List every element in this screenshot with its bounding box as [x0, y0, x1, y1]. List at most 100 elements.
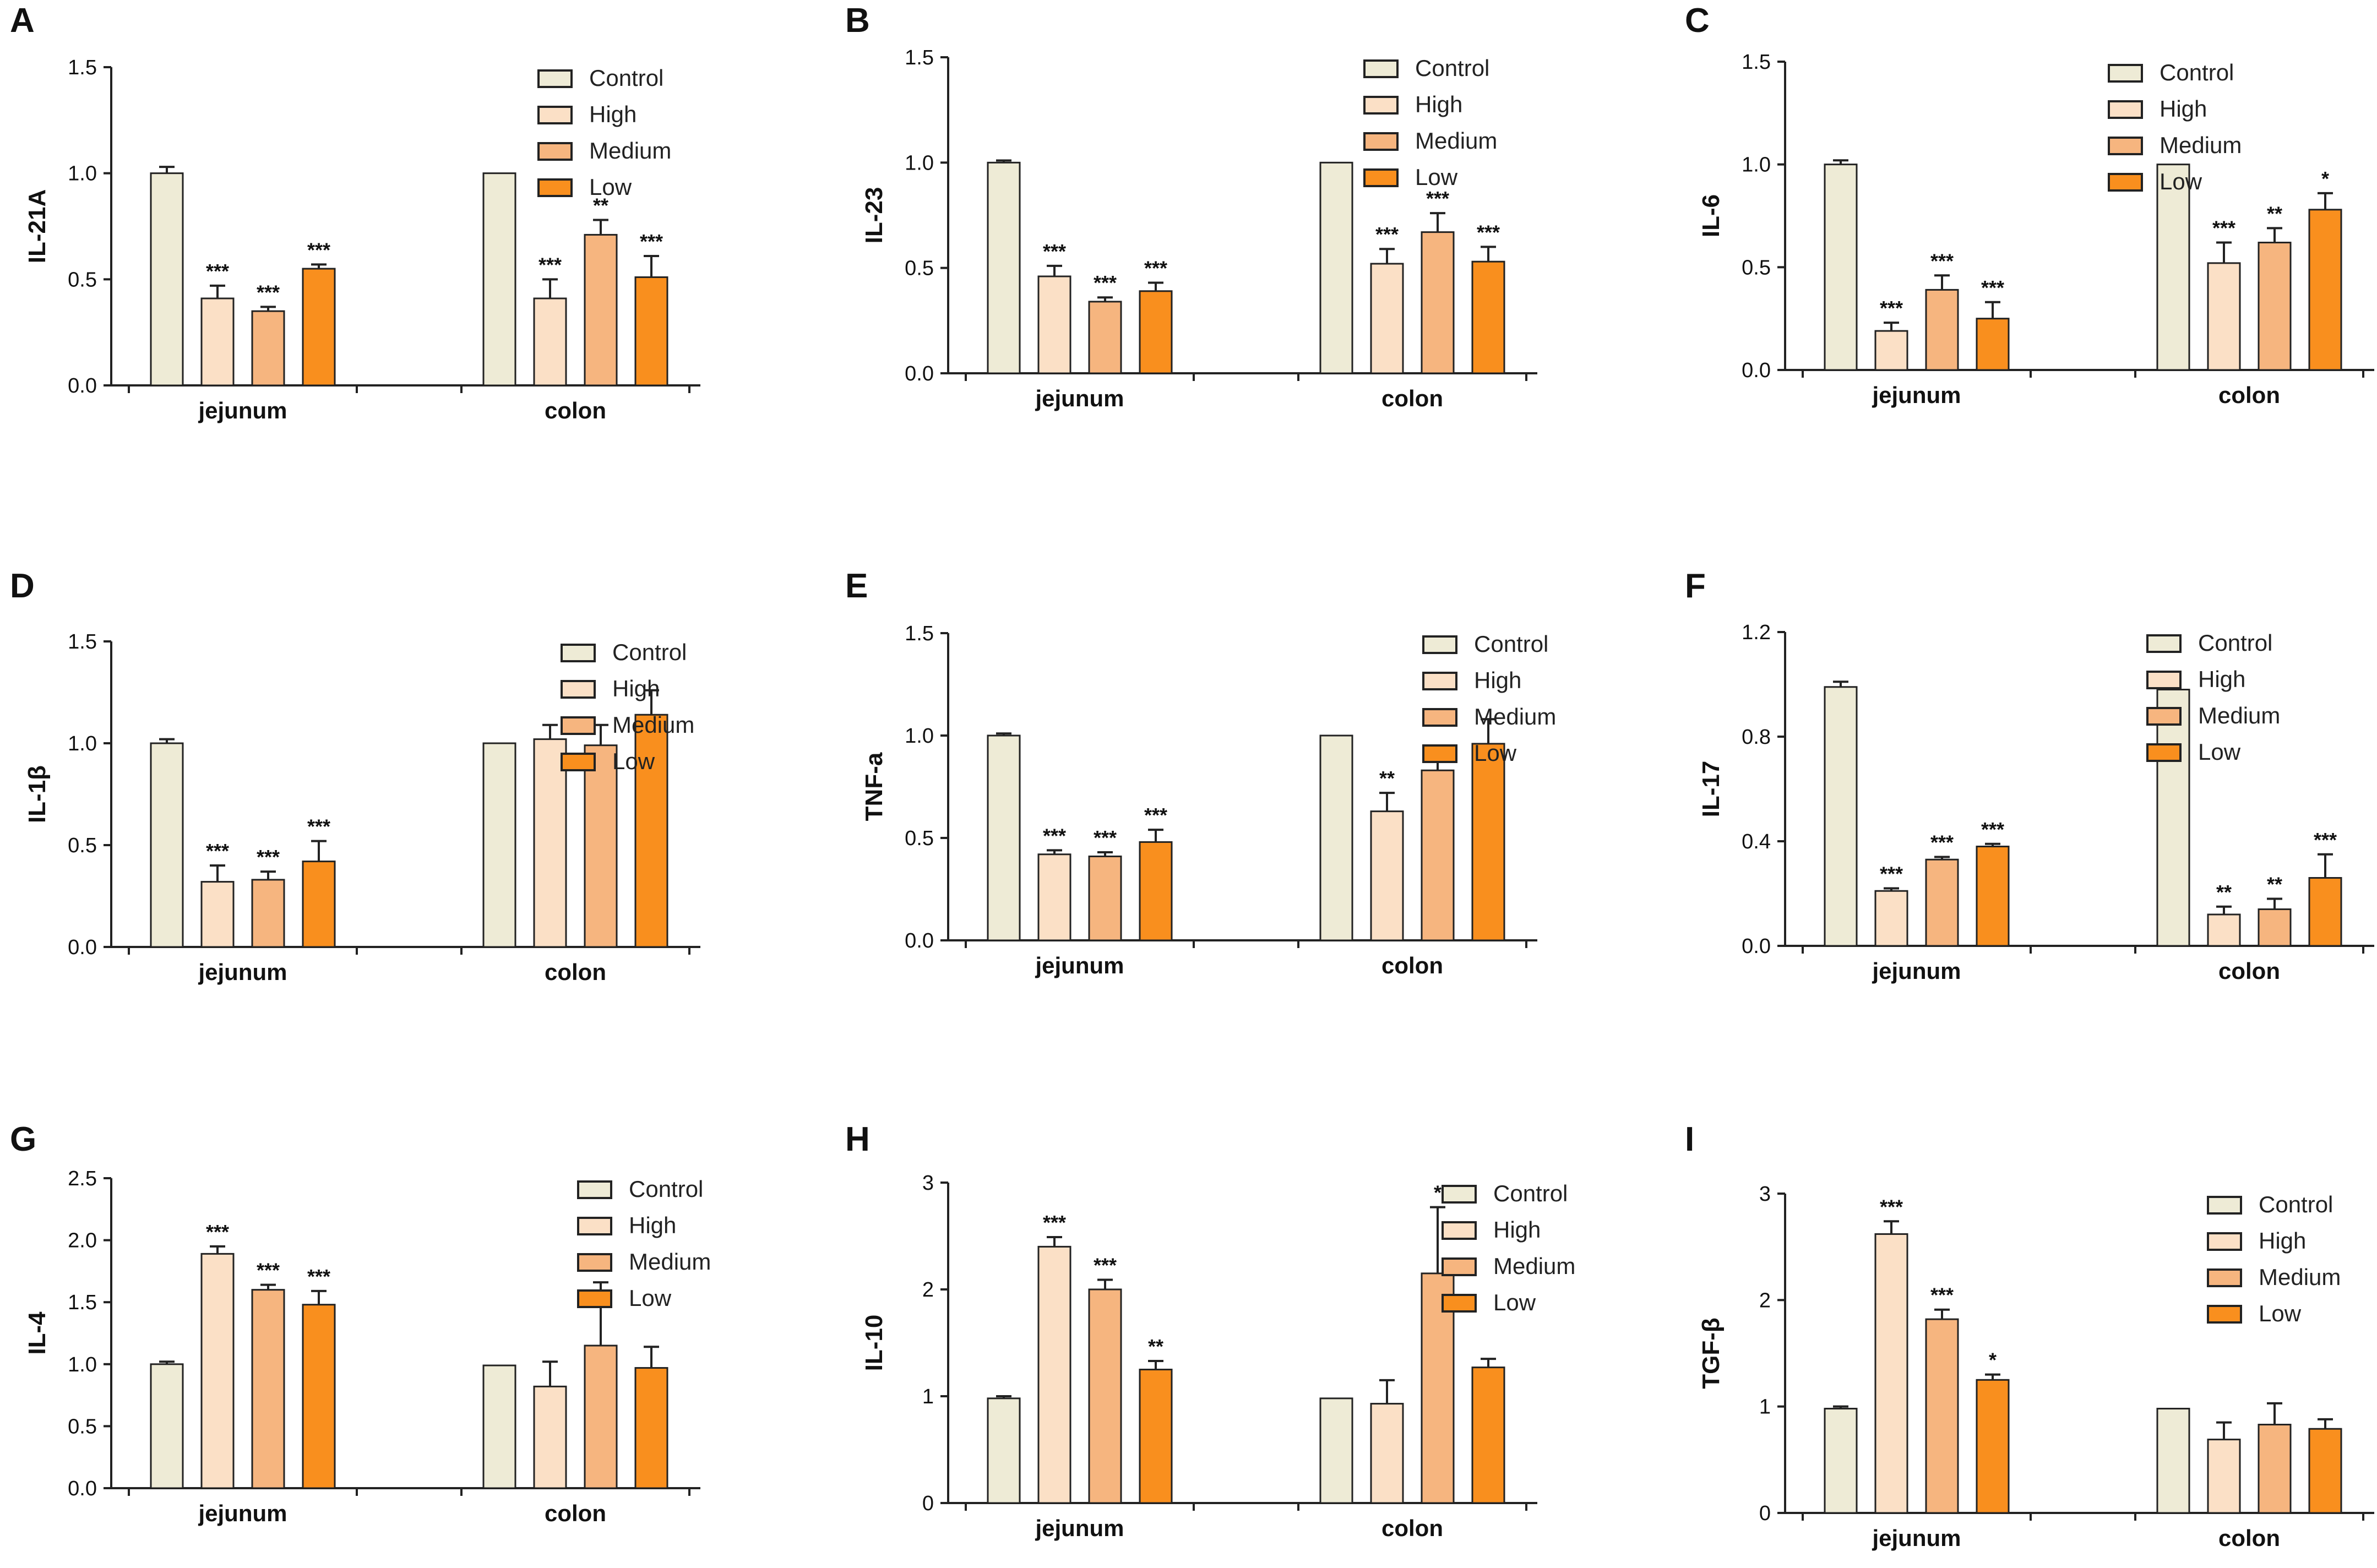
bar-high — [1037, 275, 1071, 374]
significance-marker: *** — [1981, 818, 2004, 841]
legend-swatch-low — [2146, 743, 2182, 762]
y-tick-label: 2 — [1759, 1289, 1771, 1312]
bar-low — [1976, 1379, 2010, 1514]
y-axis-label: IL-17 — [1698, 761, 1725, 818]
y-tick-label: 0.5 — [905, 257, 934, 280]
x-category-label: jejunum — [1035, 952, 1124, 978]
bar-medium — [1088, 855, 1122, 941]
significance-marker: *** — [539, 253, 562, 276]
x-category-label: colon — [545, 398, 606, 423]
y-tick-label: 2.5 — [68, 1167, 97, 1190]
legend-swatch-high — [1422, 672, 1457, 690]
significance-marker: *** — [1426, 187, 1449, 210]
chart-panel-i: I0123TGF-βjejunum*******colonControlHigh… — [1685, 1120, 2374, 1551]
legend-swatch-high — [1442, 1221, 1477, 1240]
bar-low — [1471, 260, 1505, 374]
legend-swatch-low — [537, 178, 573, 197]
bar-low — [1139, 290, 1173, 374]
y-tick-label: 0.5 — [905, 827, 934, 850]
bar-low — [2308, 1428, 2342, 1514]
legend-label: Low — [1474, 740, 1517, 766]
legend-label: Control — [1474, 631, 1548, 657]
significance-marker: *** — [206, 260, 229, 282]
y-tick-label: 1.0 — [905, 725, 934, 748]
legend-swatch-high — [1363, 96, 1399, 115]
chart-panel-g: G 0.0 0.5 1.0 1.5 2.0 2.5 IL-4 jejunum *** *** *** c… — [10, 1120, 711, 1526]
legend-swatch-low — [561, 753, 596, 771]
legend-label: High — [612, 676, 660, 701]
bar-high — [1370, 263, 1404, 374]
y-tick-label: 0.0 — [1742, 935, 1771, 958]
x-category-label: colon — [1381, 385, 1443, 411]
panel-letter: F — [1685, 567, 1706, 605]
bar-medium — [251, 879, 285, 948]
bar-high — [200, 297, 235, 386]
y-axis-label: IL-1β — [24, 765, 51, 823]
y-tick-label: 0.0 — [68, 374, 97, 398]
bar-control — [1319, 161, 1353, 374]
legend-label: Low — [1415, 164, 1458, 190]
significance-marker: *** — [307, 238, 330, 261]
legend-label: Control — [612, 639, 687, 665]
y-tick-label: 1.0 — [68, 162, 97, 186]
y-tick-label: 0.5 — [68, 1415, 97, 1438]
bar-control — [150, 742, 184, 948]
y-tick-label: 1.5 — [68, 1291, 97, 1314]
legend-swatch-control — [561, 644, 596, 662]
significance-marker: *** — [307, 1265, 330, 1288]
significance-marker: *** — [1880, 863, 1903, 885]
bar-high — [1874, 890, 1908, 947]
bar-medium — [2258, 242, 2292, 371]
bar-medium — [1925, 288, 1959, 371]
legend-swatch-low — [1422, 744, 1457, 763]
significance-marker: * — [2321, 167, 2329, 190]
legend-label: Medium — [2259, 1264, 2341, 1290]
bar-medium — [1925, 1318, 1959, 1514]
significance-marker: *** — [1094, 271, 1117, 294]
y-tick-label: 3 — [922, 1172, 934, 1195]
legend-label: High — [629, 1212, 676, 1238]
x-category-label: colon — [2218, 958, 2280, 984]
bar-control — [150, 172, 184, 386]
bar-low — [634, 1367, 668, 1489]
y-axis-label: IL-10 — [861, 1315, 888, 1371]
significance-marker: *** — [1043, 1211, 1066, 1234]
bar-high — [1874, 330, 1908, 371]
legend-swatch-high — [2108, 100, 2143, 119]
bar-high — [1874, 1233, 1908, 1514]
bar-low — [1976, 846, 2010, 947]
bar-low — [1471, 1366, 1505, 1504]
y-tick-label: 0.0 — [68, 936, 97, 959]
legend-label: Low — [2198, 739, 2241, 765]
bar-control — [1319, 734, 1353, 941]
bar-high — [2207, 1439, 2241, 1514]
bar-low — [1139, 1369, 1173, 1504]
x-category-label: colon — [2218, 382, 2280, 408]
significance-marker: ** — [593, 194, 608, 216]
legend-swatch-medium — [1442, 1257, 1477, 1276]
legend-swatch-medium — [577, 1253, 612, 1272]
significance-marker: *** — [1930, 1284, 1954, 1306]
significance-marker: *** — [1043, 240, 1066, 263]
significance-marker: ** — [1379, 767, 1395, 790]
significance-marker: ** — [2216, 881, 2232, 903]
significance-marker: *** — [1981, 276, 2004, 299]
bar-control — [2156, 1408, 2190, 1514]
legend-swatch-control — [1422, 635, 1457, 654]
bar-medium — [1421, 231, 1455, 374]
bar-control — [1824, 686, 1858, 947]
y-tick-label: 0 — [1759, 1502, 1771, 1525]
bar-low — [302, 861, 336, 948]
panel-letter: D — [10, 567, 35, 605]
legend-swatch-medium — [537, 142, 573, 161]
bar-low — [302, 1304, 336, 1489]
significance-marker: *** — [2212, 217, 2235, 239]
significance-marker: *** — [1043, 824, 1066, 847]
significance-marker: *** — [1144, 257, 1167, 279]
bar-low — [2308, 209, 2342, 371]
chart-panel-e: E 0.0 0.5 1.0 1.5 TNF-a jejunum *** *** *** colon *… — [845, 567, 1556, 978]
legend-label: Control — [629, 1176, 703, 1202]
legend-label: High — [2259, 1228, 2306, 1254]
legend-swatch-control — [577, 1180, 612, 1199]
bar-medium — [584, 744, 618, 948]
